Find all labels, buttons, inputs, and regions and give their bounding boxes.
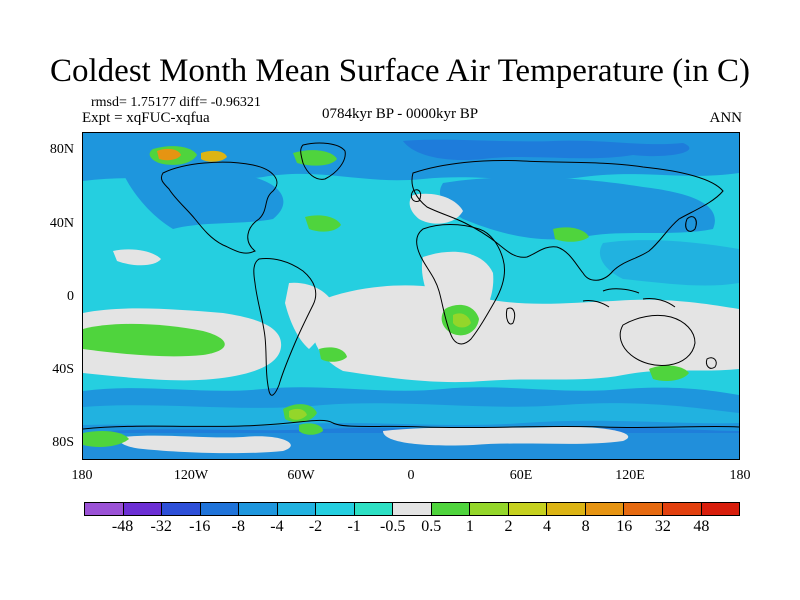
coastline-new-zealand — [706, 357, 717, 369]
colorbar-box — [508, 503, 548, 515]
coastline-africa — [416, 224, 506, 345]
lat-tick-0: 0 — [67, 289, 74, 304]
coastline-uk — [410, 189, 422, 202]
coastline-greenland — [300, 142, 346, 180]
season-label: ANN — [709, 110, 743, 126]
lon-tick-120w: 120W — [173, 468, 209, 483]
coastline-north-america — [160, 161, 278, 254]
colorbar-label: 48 — [693, 518, 710, 535]
colorbar-box — [354, 503, 394, 515]
coastline-madagascar — [506, 307, 516, 325]
colorbar-label: -1 — [347, 518, 361, 535]
field-neutral-north-pacific — [113, 249, 161, 266]
lat-tick-40n: 40N — [49, 216, 74, 231]
lon-tick-180w: 180 — [71, 468, 93, 483]
field-yellow-weddell — [289, 408, 307, 420]
field-yellow-south-africa — [453, 313, 471, 328]
coastlines — [83, 142, 739, 430]
field-neutral-america — [285, 282, 335, 349]
field-arctic-deep — [403, 139, 690, 161]
colorbar-box — [547, 503, 586, 515]
field-neutral-south-atlantic-indian — [312, 285, 739, 383]
field-green-east-asia — [553, 227, 589, 242]
colorbar-label: -48 — [111, 518, 134, 535]
stats-label: rmsd= 1.75177 diff= -0.96321 — [91, 95, 261, 110]
colorbar-box — [624, 503, 663, 515]
coastline-indonesia — [582, 288, 676, 308]
colorbar-box — [393, 503, 432, 515]
lon-tick-60w: 60W — [287, 468, 315, 483]
colorbar-label: -2 — [308, 518, 323, 535]
colorbar-label: 32 — [654, 518, 671, 535]
colorbar-box — [662, 503, 702, 515]
colorbar-label: -8 — [231, 518, 245, 535]
field-antarctic-neutral-2 — [383, 426, 629, 446]
colorbar-box — [162, 503, 201, 515]
colorbar-box — [701, 503, 740, 515]
field-green-hawaii — [83, 323, 225, 357]
colorbar-label: -32 — [150, 518, 172, 535]
colorbar-label: -0.5 — [380, 518, 406, 535]
experiment-label: Expt = xqFUC-xqfua — [82, 110, 210, 126]
lon-tick-60e: 60E — [509, 468, 533, 483]
field-green-greenland — [293, 150, 337, 166]
colorbar-box — [239, 503, 278, 515]
lon-tick-120e: 120E — [615, 468, 645, 483]
colorbar-box — [316, 503, 355, 515]
colorbar-box — [431, 503, 471, 515]
colorbar-box — [123, 503, 163, 515]
lat-tick-80n: 80N — [49, 142, 74, 157]
field-antarctic-neutral — [119, 435, 291, 454]
colorbar — [84, 502, 740, 516]
map-panel — [82, 132, 740, 460]
temperature-map — [83, 133, 739, 459]
colorbar-label: 1 — [465, 518, 474, 535]
field-green-tasman — [319, 347, 347, 362]
colorbar-label: 0.5 — [421, 518, 442, 535]
lat-tick-80s: 80S — [52, 435, 74, 450]
coastline-south-america — [253, 258, 317, 396]
field-orange-siberia-west — [157, 148, 181, 161]
colorbar-label: 4 — [543, 518, 552, 535]
lat-tick-40s: 40S — [52, 362, 74, 377]
colorbar-box — [85, 503, 124, 515]
lon-tick-180e: 180 — [729, 468, 751, 483]
plot-title: Coldest Month Mean Surface Air Temperatu… — [50, 53, 750, 89]
lon-tick-0: 0 — [407, 468, 415, 483]
colorbar-label: 8 — [581, 518, 590, 535]
colorbar-label: -16 — [189, 518, 211, 535]
field-green-australia — [649, 365, 689, 381]
field-green-north-atlantic — [305, 215, 341, 232]
field-southern-ocean-cyan — [83, 403, 739, 427]
colorbar-label: 2 — [504, 518, 513, 535]
colorbar-box — [200, 503, 240, 515]
coastline-australia — [619, 314, 696, 366]
field-green-antarctic-peninsula — [299, 423, 323, 435]
field-green-antarctic-west — [83, 431, 129, 447]
colorbar-label: 16 — [616, 518, 633, 535]
colorbar-box — [585, 503, 625, 515]
colorbar-box — [277, 503, 317, 515]
field-asia-blue — [439, 177, 715, 240]
coastline-antarctica — [83, 419, 739, 430]
colorbar-box — [470, 503, 509, 515]
period-label: 0784kyr BP - 0000kyr BP — [322, 106, 479, 122]
coastline-japan — [685, 216, 697, 232]
field-pacific-cyan — [599, 240, 739, 286]
field-orange-greenland — [201, 150, 227, 162]
colorbar-label: -4 — [270, 518, 284, 535]
